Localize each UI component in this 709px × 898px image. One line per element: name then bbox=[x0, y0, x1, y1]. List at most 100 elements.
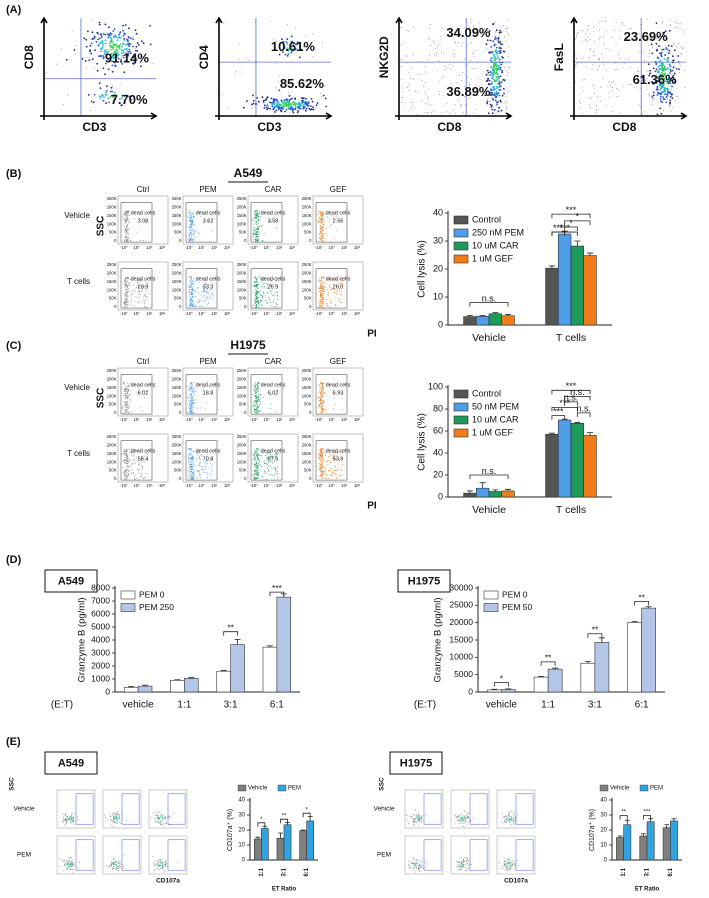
column-label: PEM bbox=[199, 357, 217, 366]
flow-dot bbox=[514, 815, 515, 816]
flow-dot bbox=[323, 220, 324, 221]
flow-dot bbox=[128, 232, 129, 233]
flow-dot bbox=[96, 41, 98, 43]
flow-dot bbox=[130, 401, 131, 402]
flow-dot bbox=[253, 93, 254, 94]
flow-dot bbox=[487, 99, 488, 100]
flow-dot bbox=[260, 301, 261, 302]
flow-dot bbox=[421, 101, 422, 102]
gate-value: 70.8 bbox=[203, 456, 214, 462]
flow-dot bbox=[256, 286, 257, 287]
flow-dot bbox=[199, 475, 200, 476]
flow-dot bbox=[155, 865, 156, 866]
flow-dot bbox=[455, 54, 456, 55]
flow-dot bbox=[123, 472, 124, 473]
flow-dot bbox=[462, 864, 463, 865]
flow-dot bbox=[320, 232, 321, 233]
flow-dot bbox=[138, 301, 139, 302]
flow-tick-label: 100K bbox=[237, 393, 247, 398]
flow-dot bbox=[321, 293, 322, 294]
flow-dot bbox=[642, 52, 643, 53]
flow-tick-label: 0 bbox=[244, 410, 247, 415]
flow-dot bbox=[193, 395, 194, 396]
flow-dot bbox=[156, 865, 157, 866]
flow-dot bbox=[508, 66, 509, 67]
flow-dot bbox=[132, 304, 133, 305]
flow-dot bbox=[256, 298, 257, 299]
flow-dot bbox=[254, 395, 255, 396]
flow-dot bbox=[306, 104, 308, 106]
flow-dot bbox=[86, 57, 87, 58]
flow-dot bbox=[123, 406, 124, 407]
flow-dot bbox=[255, 303, 256, 304]
flow-tick-label: 150K bbox=[172, 385, 182, 390]
flow-dot bbox=[287, 55, 289, 57]
flow-dot bbox=[190, 402, 191, 403]
flow-dot bbox=[320, 397, 321, 398]
flow-dot bbox=[129, 390, 130, 391]
flow-dot bbox=[70, 869, 71, 870]
percent-label: 85.62% bbox=[280, 76, 325, 91]
flow-dot bbox=[330, 455, 331, 456]
flow-dot bbox=[82, 58, 84, 60]
flow-dot bbox=[683, 30, 684, 31]
flow-dot bbox=[331, 289, 332, 290]
flow-dot bbox=[486, 103, 488, 105]
flow-dot bbox=[489, 74, 491, 76]
flow-dot bbox=[258, 477, 259, 478]
flow-dot bbox=[193, 412, 194, 413]
flow-dot bbox=[212, 465, 213, 466]
flow-dot bbox=[134, 459, 135, 460]
flow-dot bbox=[98, 33, 100, 35]
flow-dot bbox=[639, 52, 640, 53]
flow-dot bbox=[266, 460, 267, 461]
flow-dot bbox=[124, 449, 125, 450]
cell-line-label: A549 bbox=[58, 575, 84, 587]
flow-dot bbox=[609, 97, 610, 98]
flow-dot bbox=[282, 102, 284, 104]
flow-dot bbox=[319, 463, 320, 464]
flow-dot bbox=[161, 861, 162, 862]
flow-dot bbox=[323, 400, 324, 401]
flow-dot bbox=[319, 406, 320, 407]
flow-dot bbox=[630, 84, 631, 85]
flow-dot bbox=[437, 70, 438, 71]
flow-tick-label: 250K bbox=[172, 434, 182, 439]
flow-dot bbox=[634, 87, 635, 88]
flow-dot bbox=[684, 87, 685, 88]
flow-dot bbox=[306, 101, 308, 103]
flow-dot bbox=[284, 105, 286, 107]
flow-dot bbox=[319, 221, 320, 222]
flow-dot bbox=[162, 867, 163, 868]
flow-dot bbox=[139, 469, 140, 470]
flow-dot bbox=[257, 210, 258, 211]
flow-dot bbox=[69, 819, 70, 820]
flow-dot bbox=[118, 813, 119, 814]
flow-dot bbox=[260, 395, 261, 396]
flow-dot bbox=[127, 217, 128, 218]
flow-dot bbox=[191, 227, 192, 228]
flow-dot bbox=[125, 457, 126, 458]
flow-dot bbox=[426, 866, 427, 867]
flow-dot bbox=[191, 305, 192, 306]
flow-dot bbox=[463, 819, 464, 820]
flow-tick-label: 10⁰ bbox=[263, 311, 270, 316]
flow-dot bbox=[187, 398, 188, 399]
flow-dot bbox=[114, 822, 115, 823]
flow-dot bbox=[83, 37, 85, 39]
flow-dot bbox=[68, 864, 69, 865]
flow-dot bbox=[271, 104, 273, 106]
flow-dot bbox=[321, 396, 322, 397]
flow-dot bbox=[191, 410, 192, 411]
flow-dot bbox=[323, 218, 324, 219]
flow-tick-label: 250K bbox=[172, 196, 182, 201]
flow-tick-label: 200K bbox=[237, 443, 247, 448]
flow-dot bbox=[319, 279, 320, 280]
flow-dot bbox=[321, 211, 322, 212]
flow-dot bbox=[128, 395, 129, 396]
flow-dot bbox=[155, 821, 156, 822]
flow-dot bbox=[255, 289, 256, 290]
flow-dot bbox=[144, 306, 145, 307]
flow-dot bbox=[191, 294, 192, 295]
flow-dot bbox=[267, 107, 269, 109]
